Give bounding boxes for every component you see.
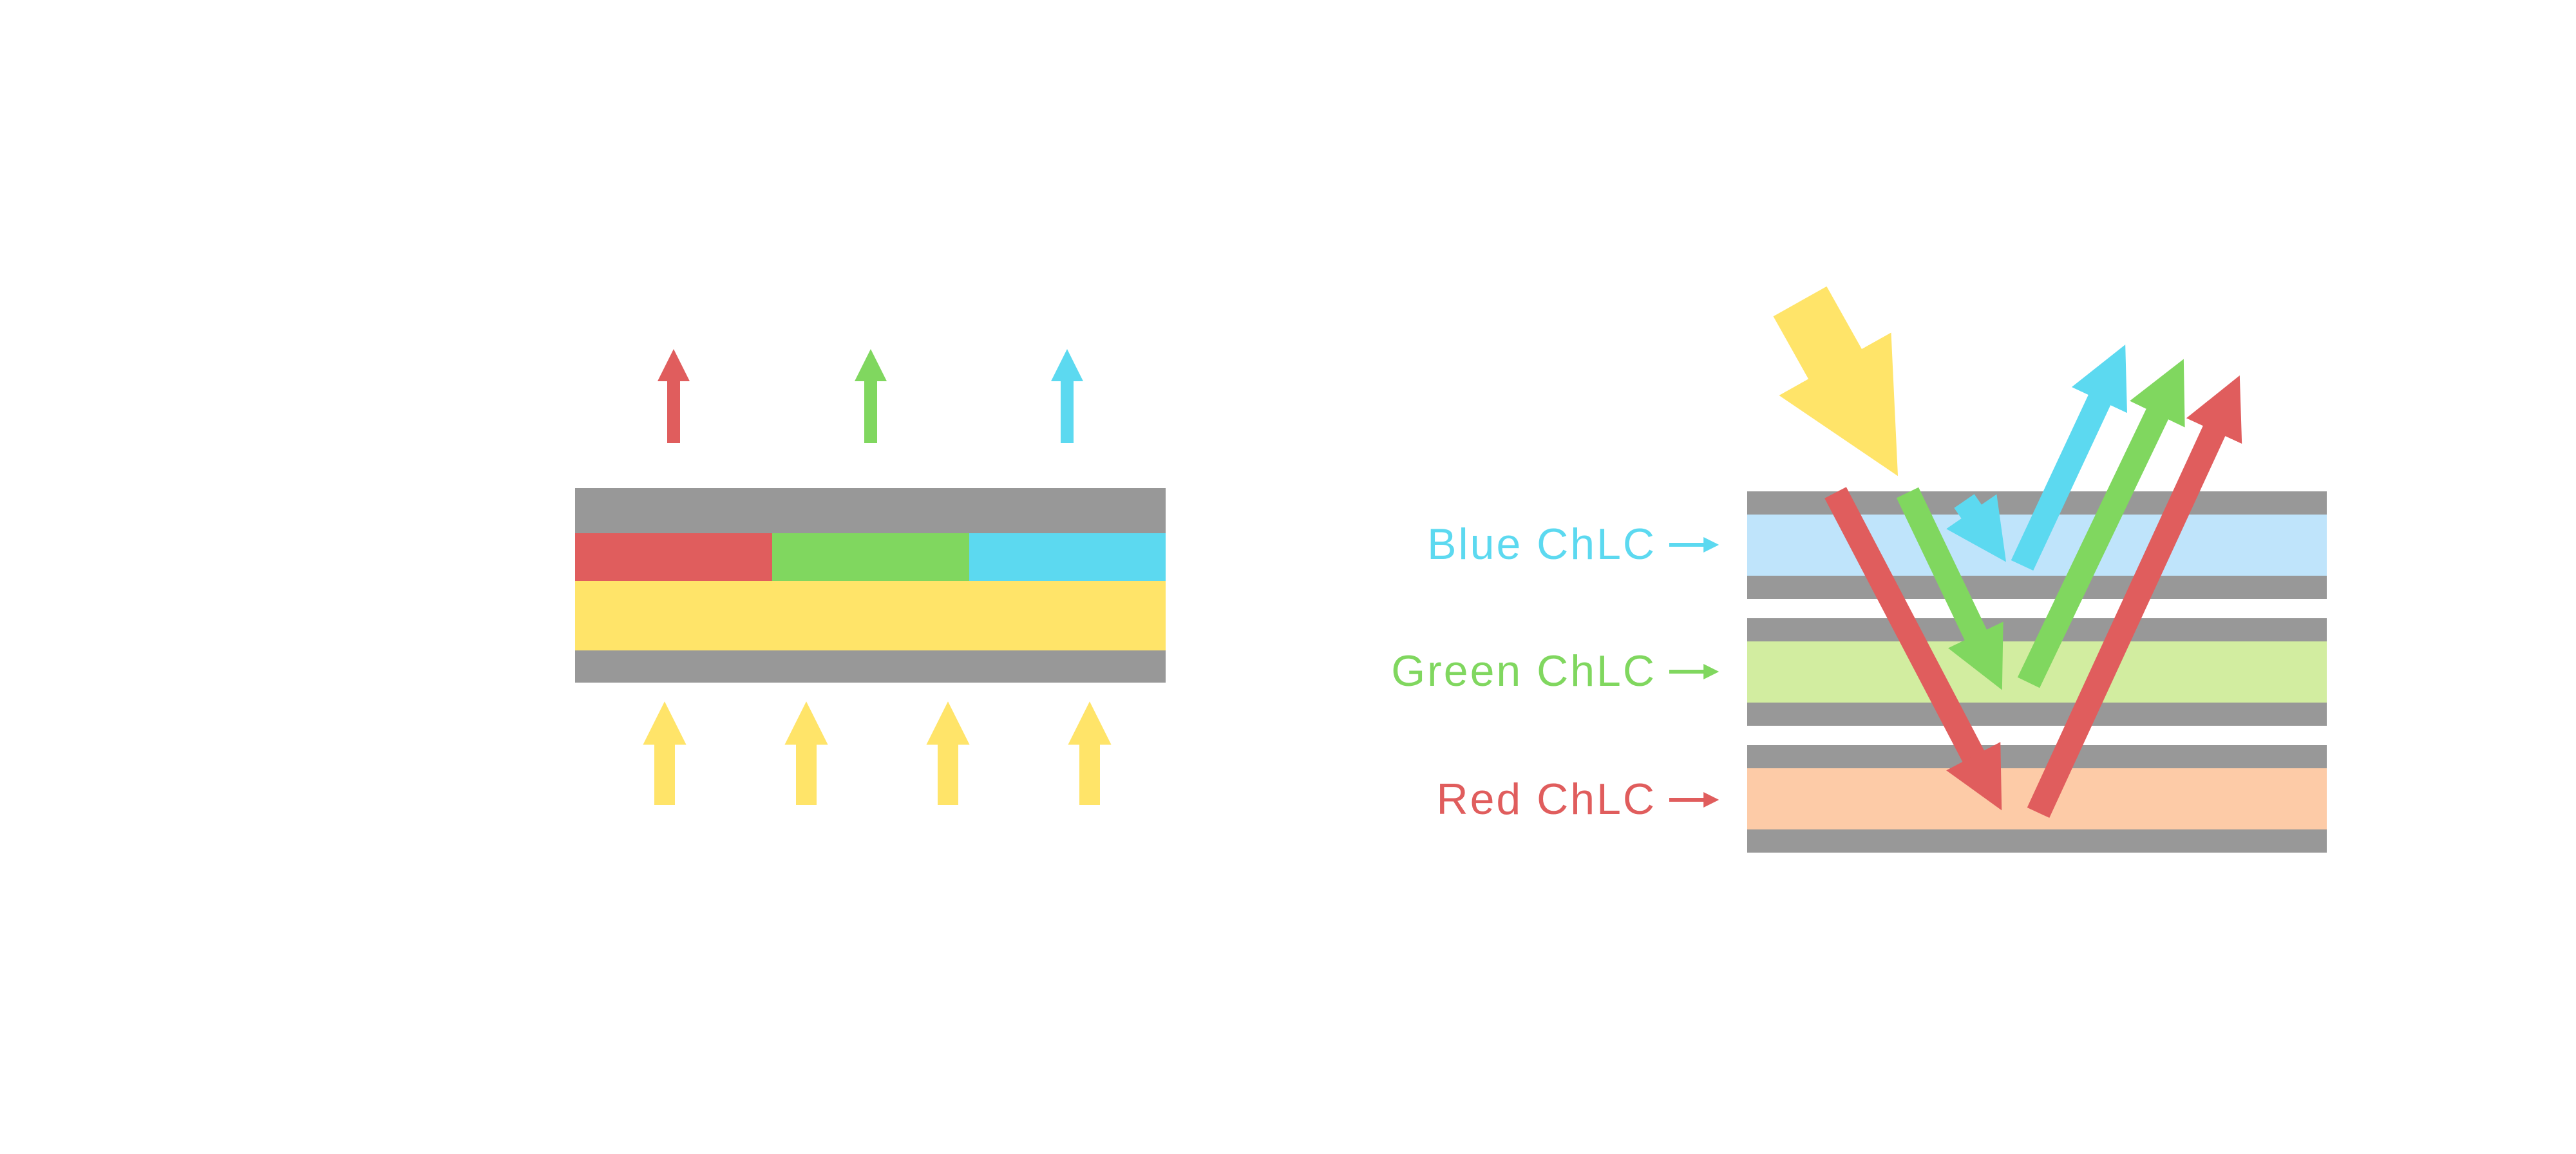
red-transmitted-ray bbox=[1824, 487, 2002, 811]
right-substrate-2 bbox=[1747, 576, 2327, 599]
cyan-filter-segment bbox=[969, 533, 1166, 581]
incident-light-arrow bbox=[1773, 286, 1899, 477]
blue-reflected-ray bbox=[2011, 345, 2127, 571]
green-chlc-label: Green ChLC bbox=[1391, 647, 1656, 695]
blue-chlc-label: Blue ChLC bbox=[1427, 520, 1656, 569]
left-top-substrate-layer bbox=[575, 488, 1166, 533]
green-filter-segment bbox=[772, 533, 969, 581]
green-transmitted-ray bbox=[1896, 487, 2003, 690]
red-chlc-label: Red ChLC bbox=[1437, 775, 1657, 824]
left-bottom-substrate-layer bbox=[575, 650, 1166, 683]
right-substrate-4 bbox=[1747, 703, 2327, 726]
backlight-layer bbox=[575, 581, 1166, 650]
green-reflected-ray bbox=[2017, 359, 2185, 688]
blue-transmitted-ray bbox=[1946, 494, 2007, 562]
right-substrate-6 bbox=[1747, 829, 2327, 853]
right-substrate-5 bbox=[1747, 745, 2327, 768]
emissive-backlight-diagram bbox=[575, 349, 1166, 805]
reflective-chlc-diagram: Blue ChLC Green ChLC Red ChLC bbox=[1391, 286, 2327, 853]
red-filter-segment bbox=[575, 533, 772, 581]
red-reflected-ray bbox=[2027, 375, 2242, 818]
